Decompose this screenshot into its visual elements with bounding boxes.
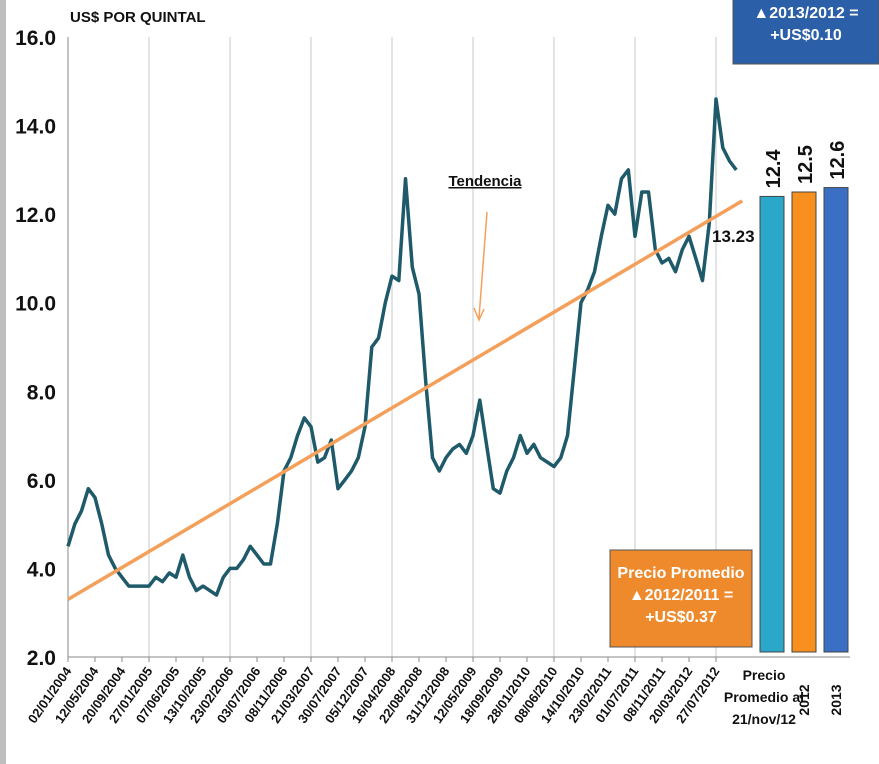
bar (823, 187, 849, 653)
annotation-text: +US$0.10 (770, 27, 842, 44)
bar-category: Precio Promedio al 21/nov/12 (723, 667, 805, 727)
bar-category: 2013 (828, 684, 844, 715)
annotation-text: ▲2013/2012 = (753, 5, 858, 22)
y-tick-label: 14.0 (15, 116, 56, 139)
trend-line (67, 199, 744, 601)
annotation-box (609, 549, 753, 648)
annotation-text: Precio Promedio (617, 565, 744, 582)
bar (759, 195, 785, 653)
y-axis-title: US$ POR QUINTAL (70, 9, 206, 26)
bar-value-label: 12.4 (763, 149, 785, 189)
bar (791, 191, 817, 653)
trend-arrow (478, 211, 488, 319)
annotation-text: ▲2012/2011 = (629, 587, 733, 604)
y-tick-label: 10.0 (15, 293, 56, 316)
y-tick-label: 16.0 (15, 27, 56, 50)
last-value-label: 13.23 (712, 227, 755, 246)
bar-value-label: 12.5 (795, 145, 817, 184)
bar-value-label: 12.6 (827, 141, 849, 180)
y-tick-label: 4.0 (27, 558, 56, 581)
y-tick-label: 12.0 (15, 204, 56, 227)
y-tick-label: 8.0 (27, 381, 56, 404)
annotation-box (732, 0, 879, 65)
left-edge (0, 0, 6, 764)
trend-arrowhead (473, 307, 485, 322)
bar-category: 2012 (796, 684, 812, 715)
y-tick-label: 6.0 (27, 470, 56, 493)
y-tick-label: 2.0 (27, 647, 56, 670)
trend-label: Tendencia (448, 173, 522, 190)
annotation-text: +US$0.37 (645, 609, 717, 626)
price-line (66, 97, 738, 597)
